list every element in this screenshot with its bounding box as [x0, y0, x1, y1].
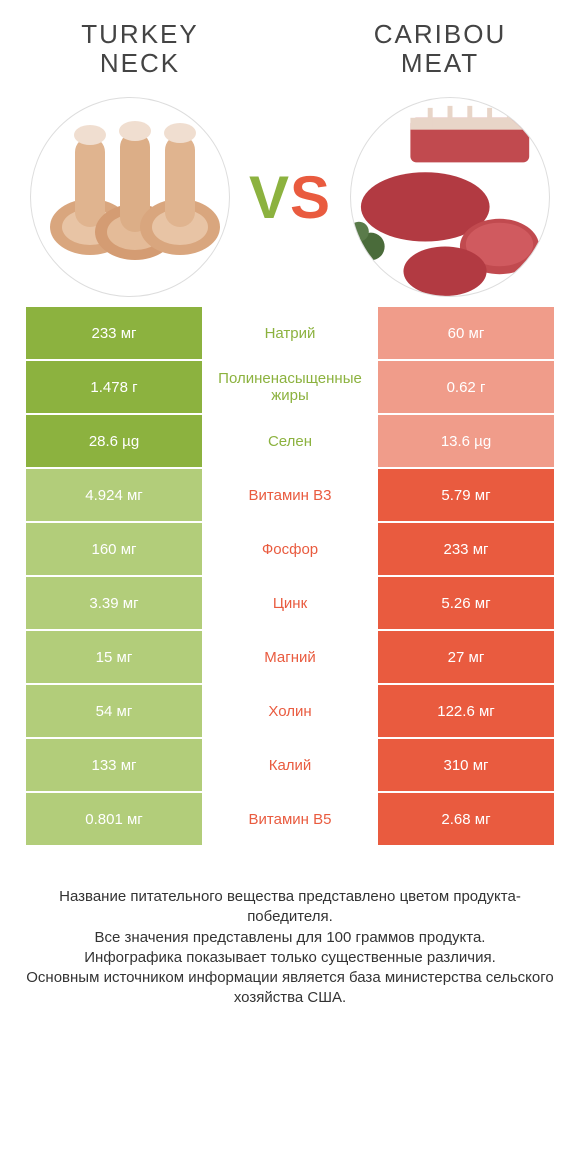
- table-row: 28.6 µgСелен13.6 µg: [26, 415, 554, 467]
- left-value: 0.801 мг: [26, 793, 202, 845]
- nutrient-label: Натрий: [202, 307, 378, 359]
- caribou-meat-icon: [351, 97, 549, 297]
- left-value: 28.6 µg: [26, 415, 202, 467]
- right-value: 233 мг: [378, 523, 554, 575]
- caribou-meat-image: [350, 97, 550, 297]
- right-value: 5.26 мг: [378, 577, 554, 629]
- table-row: 160 мгФосфор233 мг: [26, 523, 554, 575]
- left-value: 3.39 мг: [26, 577, 202, 629]
- header: TURKEY NECK CARIBOU MEAT: [0, 0, 580, 87]
- left-value: 233 мг: [26, 307, 202, 359]
- table-row: 1.478 гПолиненасыщенные жиры0.62 г: [26, 361, 554, 413]
- right-value: 0.62 г: [378, 361, 554, 413]
- left-value: 4.924 мг: [26, 469, 202, 521]
- footer-line: Инфографика показывает только существенн…: [20, 948, 560, 968]
- nutrient-label: Калий: [202, 739, 378, 791]
- left-value: 15 мг: [26, 631, 202, 683]
- right-title: CARIBOU MEAT: [340, 20, 540, 77]
- turkey-neck-image: [30, 97, 230, 297]
- right-value: 60 мг: [378, 307, 554, 359]
- right-value: 310 мг: [378, 739, 554, 791]
- nutrient-label: Витамин B3: [202, 469, 378, 521]
- left-value: 1.478 г: [26, 361, 202, 413]
- footer-line: Основным источником информации является …: [20, 968, 560, 1009]
- nutrition-table: 233 мгНатрий60 мг1.478 гПолиненасыщенные…: [0, 307, 580, 845]
- images-row: VS: [0, 87, 580, 307]
- nutrient-label: Витамин B5: [202, 793, 378, 845]
- right-value: 2.68 мг: [378, 793, 554, 845]
- nutrient-label: Магний: [202, 631, 378, 683]
- right-value: 5.79 мг: [378, 469, 554, 521]
- left-value: 133 мг: [26, 739, 202, 791]
- footer-line: Все значения представлены для 100 граммо…: [20, 928, 560, 948]
- footer-line: Название питательного вещества представл…: [20, 887, 560, 928]
- vs-label: VS: [249, 163, 331, 232]
- vs-s: S: [290, 164, 331, 231]
- left-value: 54 мг: [26, 685, 202, 737]
- right-value: 27 мг: [378, 631, 554, 683]
- right-value: 13.6 µg: [378, 415, 554, 467]
- table-row: 133 мгКалий310 мг: [26, 739, 554, 791]
- nutrient-label: Селен: [202, 415, 378, 467]
- right-value: 122.6 мг: [378, 685, 554, 737]
- left-title: TURKEY NECK: [40, 20, 240, 77]
- nutrient-label: Холин: [202, 685, 378, 737]
- table-row: 54 мгХолин122.6 мг: [26, 685, 554, 737]
- vs-v: V: [249, 164, 290, 231]
- footer-notes: Название питательного вещества представл…: [0, 847, 580, 1009]
- table-row: 0.801 мгВитамин B52.68 мг: [26, 793, 554, 845]
- table-row: 233 мгНатрий60 мг: [26, 307, 554, 359]
- nutrient-label: Цинк: [202, 577, 378, 629]
- table-row: 3.39 мгЦинк5.26 мг: [26, 577, 554, 629]
- nutrient-label: Полиненасыщенные жиры: [202, 361, 378, 413]
- table-row: 4.924 мгВитамин B35.79 мг: [26, 469, 554, 521]
- turkey-neck-icon: [35, 117, 225, 277]
- table-row: 15 мгМагний27 мг: [26, 631, 554, 683]
- nutrient-label: Фосфор: [202, 523, 378, 575]
- left-value: 160 мг: [26, 523, 202, 575]
